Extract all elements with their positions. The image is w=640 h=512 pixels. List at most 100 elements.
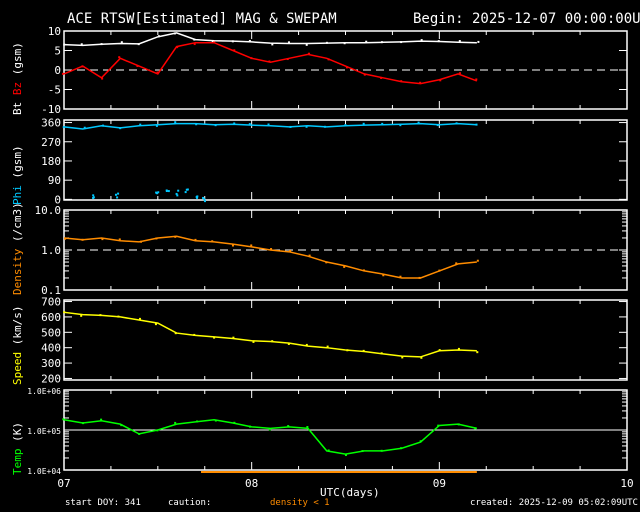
y-axis-label-part: (gsm) xyxy=(11,145,24,186)
data-point-temp xyxy=(306,425,309,428)
data-point-speed xyxy=(420,356,423,359)
data-point-temp xyxy=(344,454,347,457)
data-point-temp xyxy=(233,421,236,424)
data-point-density xyxy=(118,238,121,241)
data-point-speed xyxy=(117,315,120,318)
y-tick-label: 1.0E+04 xyxy=(27,467,61,476)
data-point-bt xyxy=(477,40,480,43)
data-point-temp xyxy=(120,424,123,427)
data-point-phi-low xyxy=(156,192,159,195)
y-axis-label: Speed (km/s) xyxy=(11,306,24,385)
data-point-phi xyxy=(289,125,292,128)
chart-title: ACE RTSW[Estimated] MAG & SWEPAM xyxy=(67,11,337,27)
y-tick-label: 1.0E+05 xyxy=(27,427,61,436)
data-point-bt xyxy=(325,41,328,44)
data-point-phi-low xyxy=(176,194,179,197)
y-tick-label: -10 xyxy=(41,103,61,116)
data-point-phi xyxy=(399,124,402,127)
data-point-bz xyxy=(345,66,348,69)
data-point-bz xyxy=(213,41,216,44)
data-point-bz xyxy=(327,58,330,61)
data-point-phi-low xyxy=(117,192,120,195)
data-point-bz xyxy=(268,60,271,63)
y-tick-label: 270 xyxy=(41,136,61,149)
data-point-phi xyxy=(436,124,439,127)
data-point-phi-low xyxy=(165,189,168,192)
data-point-density xyxy=(64,237,67,240)
data-point-temp xyxy=(268,428,271,431)
data-point-bt xyxy=(420,39,423,42)
data-point-density xyxy=(81,238,84,241)
data-point-density xyxy=(250,244,253,247)
data-point-bz xyxy=(363,73,366,76)
data-point-phi xyxy=(174,121,177,124)
data-point-density xyxy=(343,265,346,268)
data-point-bt xyxy=(120,41,123,44)
data-point-bt xyxy=(437,40,440,43)
y-axis-label-part: Speed xyxy=(11,351,24,385)
series-line-phi xyxy=(63,122,477,130)
data-point-phi xyxy=(323,125,326,128)
data-point-density xyxy=(325,261,328,264)
y-axis-label-part: (K) xyxy=(11,422,24,449)
series-line-temp xyxy=(63,419,478,455)
data-point-phi xyxy=(102,124,105,127)
data-point-phi xyxy=(417,121,420,124)
y-tick-label: 360 xyxy=(41,117,61,130)
data-point-bz xyxy=(118,56,121,59)
x-tick-label: 07 xyxy=(57,477,70,490)
data-point-density xyxy=(101,238,104,241)
data-point-bt xyxy=(305,43,308,46)
y-tick-label: 0.1 xyxy=(41,284,61,297)
data-point-phi xyxy=(195,123,198,126)
data-point-speed xyxy=(438,349,441,352)
data-point-temp xyxy=(327,449,330,452)
y-tick-label: 10 xyxy=(48,25,61,38)
data-point-phi-low xyxy=(92,194,95,197)
data-point-temp xyxy=(437,424,440,427)
data-point-temp xyxy=(249,425,252,428)
begin-time: Begin: 2025-12-07 00:00:00UTC xyxy=(413,11,640,27)
data-point-phi-low xyxy=(92,196,95,199)
data-point-bt xyxy=(80,43,83,46)
data-point-temp xyxy=(400,447,403,450)
y-tick-label: 600 xyxy=(41,311,61,324)
y-tick-label: 0 xyxy=(54,193,61,206)
y-tick-label: 400 xyxy=(41,342,61,355)
data-point-bz xyxy=(193,43,196,46)
panel-frame xyxy=(63,299,628,381)
data-point-bz xyxy=(61,72,64,75)
data-point-phi-low xyxy=(202,196,205,199)
data-point-bz xyxy=(419,81,422,84)
data-point-temp xyxy=(156,429,159,432)
data-point-phi xyxy=(62,126,65,129)
x-tick-label: 08 xyxy=(245,477,258,490)
data-point-temp xyxy=(174,421,177,424)
data-point-phi xyxy=(139,123,142,126)
data-point-temp xyxy=(100,418,103,421)
data-point-density xyxy=(362,269,365,272)
data-point-bz xyxy=(101,77,104,80)
x-tick-label: 09 xyxy=(433,477,446,490)
panel-frame xyxy=(63,119,628,201)
data-point-phi xyxy=(214,124,217,127)
y-axis-label: Phi (gsm) xyxy=(11,145,24,205)
x-axis-label: UTC(days) xyxy=(320,486,380,499)
data-point-bt xyxy=(211,40,214,43)
data-point-bz xyxy=(400,80,403,83)
data-point-speed xyxy=(457,347,460,350)
data-point-phi xyxy=(119,127,122,130)
series-line-bt xyxy=(63,32,477,47)
data-point-phi-low xyxy=(114,193,117,196)
data-point-phi-low xyxy=(175,192,178,195)
y-axis-label-part: Temp xyxy=(11,448,24,476)
data-point-speed xyxy=(174,332,177,335)
y-tick-label: 5 xyxy=(54,45,61,58)
data-point-bt xyxy=(287,41,290,44)
y-tick-label: 90 xyxy=(48,174,61,187)
density-note: density < 1 xyxy=(270,498,330,508)
data-point-bz xyxy=(439,79,442,82)
y-axis-label-part: (/cm3) xyxy=(11,202,24,249)
y-tick-label: 200 xyxy=(41,372,61,385)
